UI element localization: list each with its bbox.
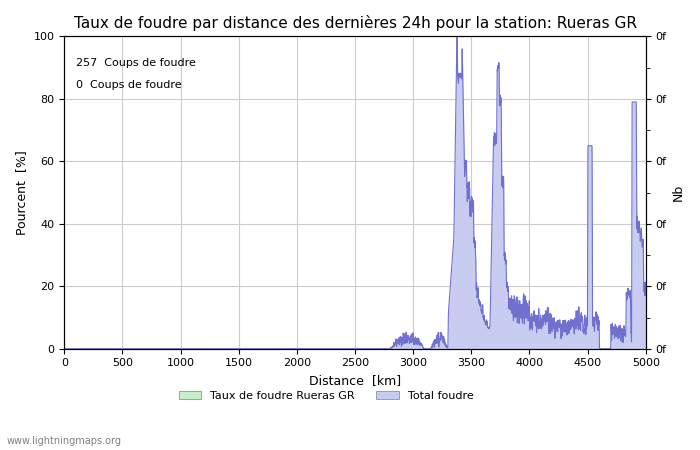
Text: 0  Coups de foudre: 0 Coups de foudre [76, 80, 181, 90]
Y-axis label: Nb: Nb [672, 184, 685, 201]
Text: www.lightningmaps.org: www.lightningmaps.org [7, 436, 122, 446]
Y-axis label: Pourcent  [%]: Pourcent [%] [15, 150, 28, 235]
X-axis label: Distance  [km]: Distance [km] [309, 374, 401, 387]
Title: Taux de foudre par distance des dernières 24h pour la station: Rueras GR: Taux de foudre par distance des dernière… [74, 15, 636, 31]
Text: 257  Coups de foudre: 257 Coups de foudre [76, 58, 196, 68]
Legend: Taux de foudre Rueras GR, Total foudre: Taux de foudre Rueras GR, Total foudre [174, 387, 478, 406]
